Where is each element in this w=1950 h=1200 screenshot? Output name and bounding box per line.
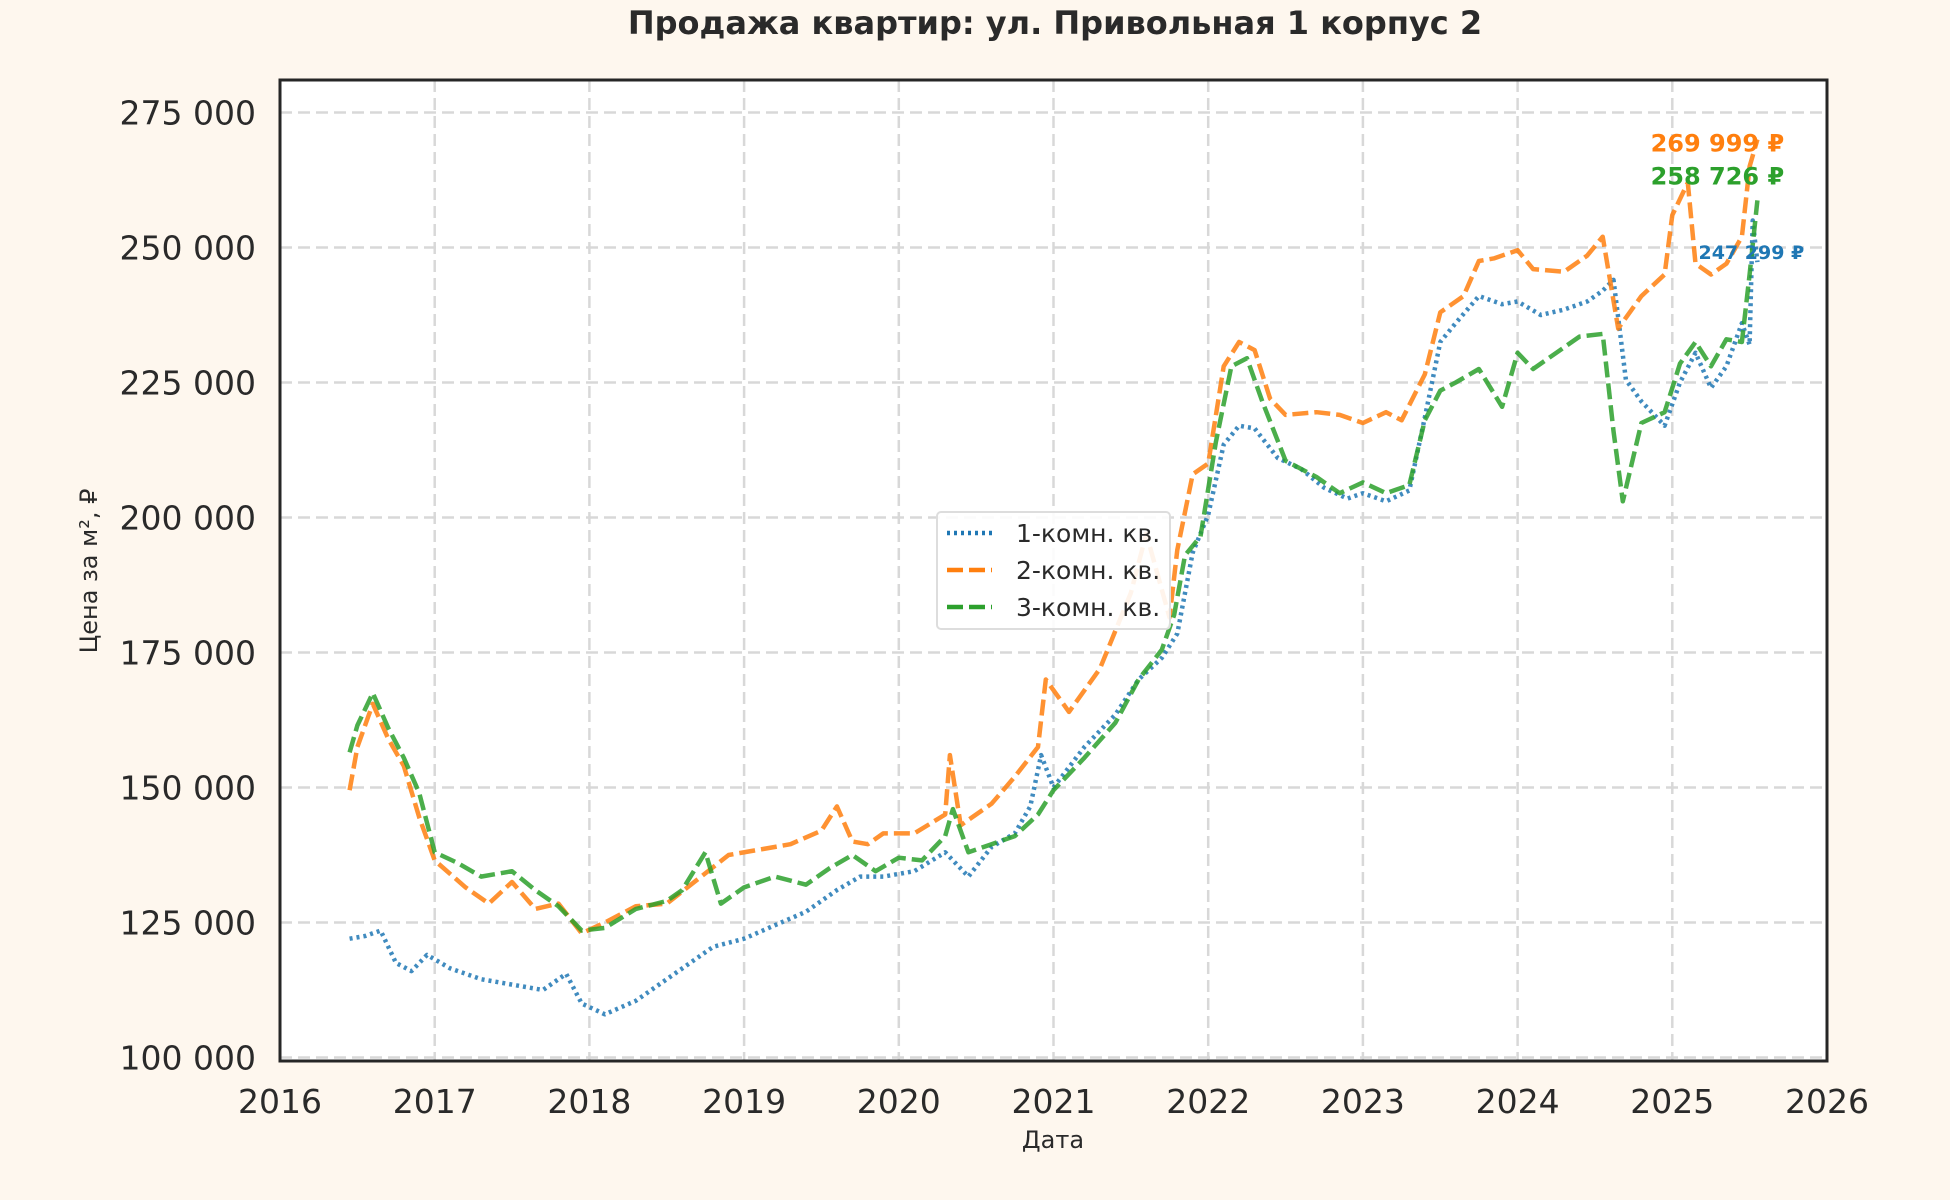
end-value-label-3: 258 726 ₽ — [1651, 162, 1785, 190]
y-tick-label: 250 000 — [120, 229, 256, 268]
x-tick-label: 2021 — [1012, 1082, 1096, 1121]
y-tick-label: 175 000 — [120, 634, 256, 673]
legend-label-2: 2-комн. кв. — [1016, 556, 1160, 585]
x-tick-label: 2026 — [1785, 1082, 1869, 1121]
y-tick-label: 125 000 — [120, 904, 256, 943]
legend: 1-комн. кв. 2-комн. кв. 3-комн. кв. — [936, 511, 1171, 630]
legend-box — [936, 511, 1171, 630]
y-tick-label: 100 000 — [120, 1039, 256, 1078]
x-axis-title: Дата — [1022, 1126, 1084, 1154]
x-tick-label: 2018 — [547, 1082, 631, 1121]
series-line-3 — [347, 200, 1760, 933]
y-axis-ticks: 100 000 125 000 150 000 175 000 200 000 225 0… — [120, 94, 256, 1078]
x-tick-label: 2022 — [1166, 1082, 1250, 1121]
plot-frame — [278, 78, 1829, 1063]
x-axis-ticks: 2016 2017 2018 2019 2020 2021 2022 2023 2024 2025… — [238, 1082, 1869, 1121]
x-tick-label: 2023 — [1321, 1082, 1405, 1121]
x-tick-label: 2016 — [238, 1082, 322, 1121]
y-axis-title: Цена за м², ₽ — [75, 489, 103, 654]
y-tick-label: 275 000 — [120, 94, 256, 133]
x-tick-label: 2017 — [393, 1082, 477, 1121]
end-value-labels: 247 299 ₽ 269 999 ₽ 258 726 ₽ — [1651, 130, 1805, 265]
x-tick-label: 2019 — [702, 1082, 786, 1121]
x-tick-label: 2024 — [1476, 1082, 1560, 1121]
end-value-label-2: 269 999 ₽ — [1651, 130, 1785, 158]
y-tick-label: 225 000 — [120, 364, 256, 403]
end-value-label-1: 247 299 ₽ — [1698, 242, 1804, 264]
legend-label-3: 3-комн. кв. — [1016, 593, 1160, 622]
y-tick-label: 200 000 — [120, 499, 256, 538]
x-tick-label: 2020 — [857, 1082, 941, 1121]
chart-title: Продажа квартир: ул. Привольная 1 корпус… — [628, 4, 1482, 42]
series-lines — [347, 138, 1760, 1017]
x-tick-label: 2025 — [1630, 1082, 1714, 1121]
series-line-1 — [349, 218, 1760, 1017]
legend-label-1: 1-комн. кв. — [1016, 519, 1160, 548]
y-tick-label: 150 000 — [120, 769, 256, 808]
